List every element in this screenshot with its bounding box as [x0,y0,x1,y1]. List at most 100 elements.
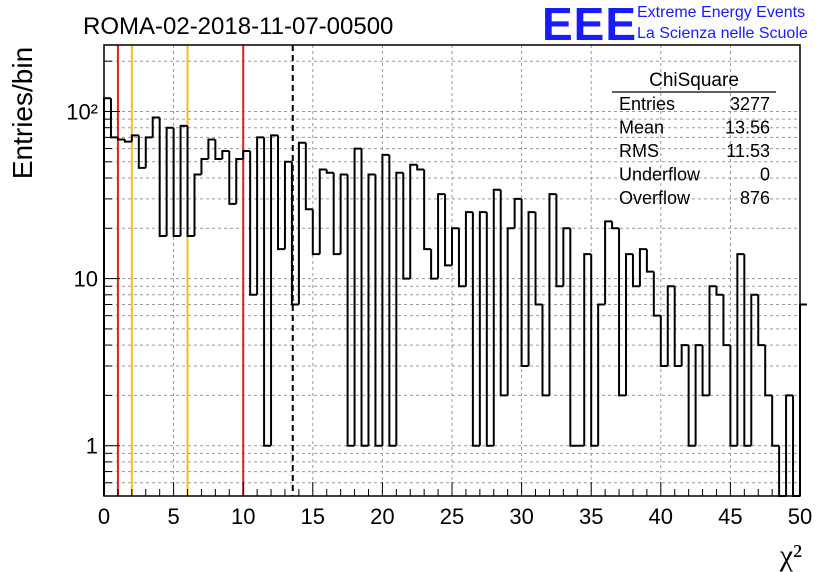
histogram-bin [499,189,508,397]
histogram-bin [263,137,272,447]
histogram-bin [680,344,689,366]
histogram-bin [555,194,564,288]
histogram-bin [597,303,606,446]
stats-row-label: Mean [619,118,664,138]
histogram-bin [200,157,209,175]
histogram-bin [736,253,745,446]
histogram-bin [353,147,362,446]
histogram-bin [228,151,237,205]
histogram-bin [367,173,376,446]
histogram-bin [708,285,717,396]
histogram-bin [457,228,466,288]
histogram-bin [541,304,550,397]
histogram-bin [130,134,139,142]
histogram-bin [172,127,181,237]
histogram-bin [256,136,265,295]
x-tick-label: 20 [370,504,394,529]
histogram-bin [179,124,188,236]
histogram-bin [771,395,780,447]
histogram-bin [562,227,571,287]
histogram-bin [520,198,529,367]
histogram-bin [137,135,146,169]
histogram-bin [729,345,738,447]
histogram-bin [569,228,578,447]
histogram-bin [388,154,397,447]
histogram-bin [221,150,230,159]
histogram-bin [304,142,313,211]
histogram-bin [290,161,299,306]
histogram-bin [116,137,125,141]
stats-row-value: 0 [760,165,770,185]
histogram-bin [743,254,752,447]
stats-row-label: Underflow [619,165,701,185]
histogram-bin [332,172,341,256]
histogram-bin [659,315,668,367]
histogram-bin [144,136,153,168]
x-tick-label: 40 [649,504,673,529]
histogram-bin [604,220,613,305]
histogram-bin [485,212,494,447]
histogram-bin [694,344,703,446]
histogram-bin [757,294,766,347]
y-tick-label: 10² [66,99,98,124]
histogram-bin [527,211,536,366]
histogram-bin [478,211,487,446]
x-tick-label: 0 [98,504,110,529]
y-axis-label: Entries/bin [7,47,38,179]
histogram-bin [339,173,348,255]
histogram-bin [242,150,251,159]
histogram-bin [471,212,480,447]
x-tick-label: 30 [509,504,533,529]
x-axis-label: χ² [779,539,802,572]
logo-line-2: La Scienza nelle Scuole [637,25,808,42]
histogram-bin [464,211,473,287]
histogram-bin [381,153,390,446]
stats-row-label: RMS [619,141,659,161]
histogram-bin [631,254,640,288]
histogram-bin [506,227,515,396]
stats-title: ChiSquare [649,70,739,91]
histogram-bin [430,249,439,280]
histogram-bin [548,193,557,396]
grid [104,45,800,496]
histogram-bin [123,139,132,143]
histogram-bin [534,212,543,306]
histogram-bin [214,139,223,160]
y-tick-label: 1 [86,434,98,459]
histogram-bin [444,194,452,267]
histogram-bins [103,97,807,497]
eee-logo: EEE Extreme Energy Events La Scienza nel… [542,0,808,50]
histogram-bin [764,345,773,397]
histogram-bin [785,394,794,496]
eee-logo-mark: EEE [542,0,637,50]
histogram-bin [402,172,411,280]
x-tick-label: 15 [301,504,325,529]
reference-lines [116,45,294,496]
stats-rows: Entries 3277 Mean 13.56 RMS 11.53 Underflow 0 Ov… [619,94,770,208]
stats-row-label: Entries [619,94,675,114]
histogram-bin [750,293,759,446]
histogram-bin [437,193,446,279]
logo-line-1: Extreme Energy Events [637,4,805,21]
histogram-bin [513,197,522,229]
histogram-bin [395,171,404,446]
histogram-bin [645,249,654,273]
histogram-bin [109,98,118,139]
y-ticks: 1 10 10² [66,60,120,484]
histogram-bin [346,174,355,447]
stats-row-value: 13.56 [725,118,770,138]
histogram-bin [423,169,432,251]
histogram-bin [638,248,647,287]
histogram-bin [687,345,696,447]
histogram-bin [318,168,327,255]
histogram-bin [611,221,620,230]
histogram-bin [165,126,174,236]
histogram-bin [277,135,285,251]
histogram-bin [325,169,334,174]
chart-title: ROMA-02-2018-11-07-00500 [83,13,393,40]
stats-row-value: 876 [740,188,770,208]
x-tick-label: 5 [167,504,179,529]
stats-row-value: 3277 [730,94,770,114]
stats-row-value: 11.53 [726,141,770,161]
histogram-bin [374,174,383,447]
